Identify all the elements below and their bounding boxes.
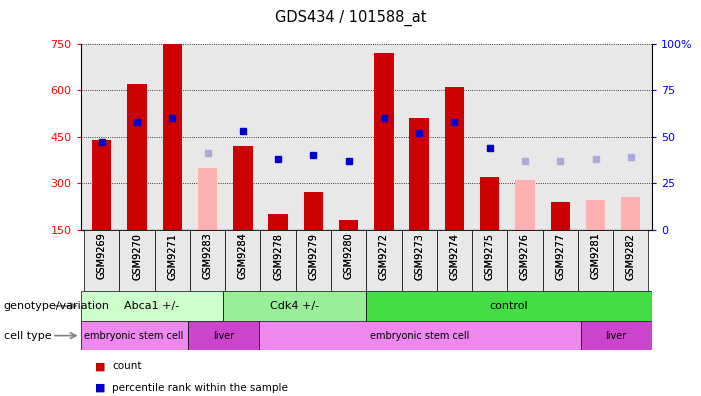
Text: ■: ■ [95, 361, 105, 371]
Text: GSM9270: GSM9270 [132, 233, 142, 280]
Text: GSM9277: GSM9277 [555, 233, 565, 280]
Text: GSM9283: GSM9283 [203, 233, 212, 280]
Bar [621, 197, 641, 230]
Bar [163, 40, 182, 230]
Bar [543, 230, 578, 291]
Text: GSM9280: GSM9280 [343, 233, 353, 280]
Bar [81, 321, 188, 350]
Bar [578, 230, 613, 291]
Text: GSM9284: GSM9284 [238, 233, 248, 280]
Text: cell type: cell type [4, 331, 51, 341]
Text: liver: liver [213, 331, 234, 341]
Bar [119, 230, 155, 291]
Bar [402, 230, 437, 291]
Bar [515, 180, 535, 230]
Text: GDS434 / 101588_at: GDS434 / 101588_at [275, 10, 426, 26]
Text: GSM9274: GSM9274 [449, 233, 459, 280]
Bar [198, 168, 217, 230]
Bar [155, 230, 190, 291]
Text: genotype/variation: genotype/variation [4, 301, 109, 311]
Bar [304, 192, 323, 230]
Bar [268, 214, 288, 230]
Bar [367, 230, 402, 291]
Text: GSM9272: GSM9272 [379, 233, 389, 280]
Text: GSM9271: GSM9271 [168, 233, 177, 280]
Text: Abca1 +/-: Abca1 +/- [124, 301, 179, 311]
Bar [508, 230, 543, 291]
Bar [188, 321, 259, 350]
Bar [225, 230, 261, 291]
Bar [550, 202, 570, 230]
Text: GSM9284: GSM9284 [238, 233, 248, 280]
Text: GSM9278: GSM9278 [273, 233, 283, 280]
Text: GSM9281: GSM9281 [590, 233, 601, 280]
Text: GSM9271: GSM9271 [168, 233, 177, 280]
Bar [374, 53, 393, 230]
Text: Cdk4 +/-: Cdk4 +/- [271, 301, 320, 311]
Text: GSM9278: GSM9278 [273, 233, 283, 280]
Text: GSM9275: GSM9275 [484, 233, 495, 280]
Text: GSM9276: GSM9276 [520, 233, 530, 280]
Text: GSM9269: GSM9269 [97, 233, 107, 280]
Text: GSM9270: GSM9270 [132, 233, 142, 280]
Bar [367, 291, 652, 321]
Bar [580, 321, 652, 350]
Text: embryonic stem cell: embryonic stem cell [370, 331, 470, 341]
Text: GSM9279: GSM9279 [308, 233, 318, 280]
Text: GSM9269: GSM9269 [97, 233, 107, 280]
Text: liver: liver [606, 331, 627, 341]
Bar [259, 321, 580, 350]
Text: GSM9277: GSM9277 [555, 233, 565, 280]
Bar [224, 291, 367, 321]
Text: GSM9273: GSM9273 [414, 233, 424, 280]
Bar [613, 230, 648, 291]
Text: ■: ■ [95, 383, 105, 393]
Text: GSM9281: GSM9281 [590, 233, 601, 280]
Text: GSM9274: GSM9274 [449, 233, 459, 280]
Bar [233, 146, 252, 230]
Bar [261, 230, 296, 291]
Text: GSM9273: GSM9273 [414, 233, 424, 280]
Text: embryonic stem cell: embryonic stem cell [85, 331, 184, 341]
Text: percentile rank within the sample: percentile rank within the sample [112, 383, 288, 393]
Bar [190, 230, 225, 291]
Bar [586, 200, 605, 230]
Bar [472, 230, 508, 291]
Bar [128, 84, 147, 230]
Text: GSM9272: GSM9272 [379, 233, 389, 280]
Bar [92, 140, 111, 230]
Text: control: control [490, 301, 529, 311]
Bar [331, 230, 367, 291]
Text: GSM9282: GSM9282 [626, 233, 636, 280]
Text: GSM9275: GSM9275 [484, 233, 495, 280]
Text: GSM9280: GSM9280 [343, 233, 353, 280]
Bar [480, 177, 499, 230]
Bar [444, 87, 464, 230]
Text: GSM9282: GSM9282 [626, 233, 636, 280]
Text: GSM9283: GSM9283 [203, 233, 212, 280]
Bar [437, 230, 472, 291]
Bar [339, 220, 358, 230]
Bar [84, 230, 119, 291]
Text: GSM9276: GSM9276 [520, 233, 530, 280]
Text: count: count [112, 361, 142, 371]
Text: GSM9279: GSM9279 [308, 233, 318, 280]
Bar [409, 118, 429, 230]
Bar [296, 230, 331, 291]
Bar [81, 291, 224, 321]
